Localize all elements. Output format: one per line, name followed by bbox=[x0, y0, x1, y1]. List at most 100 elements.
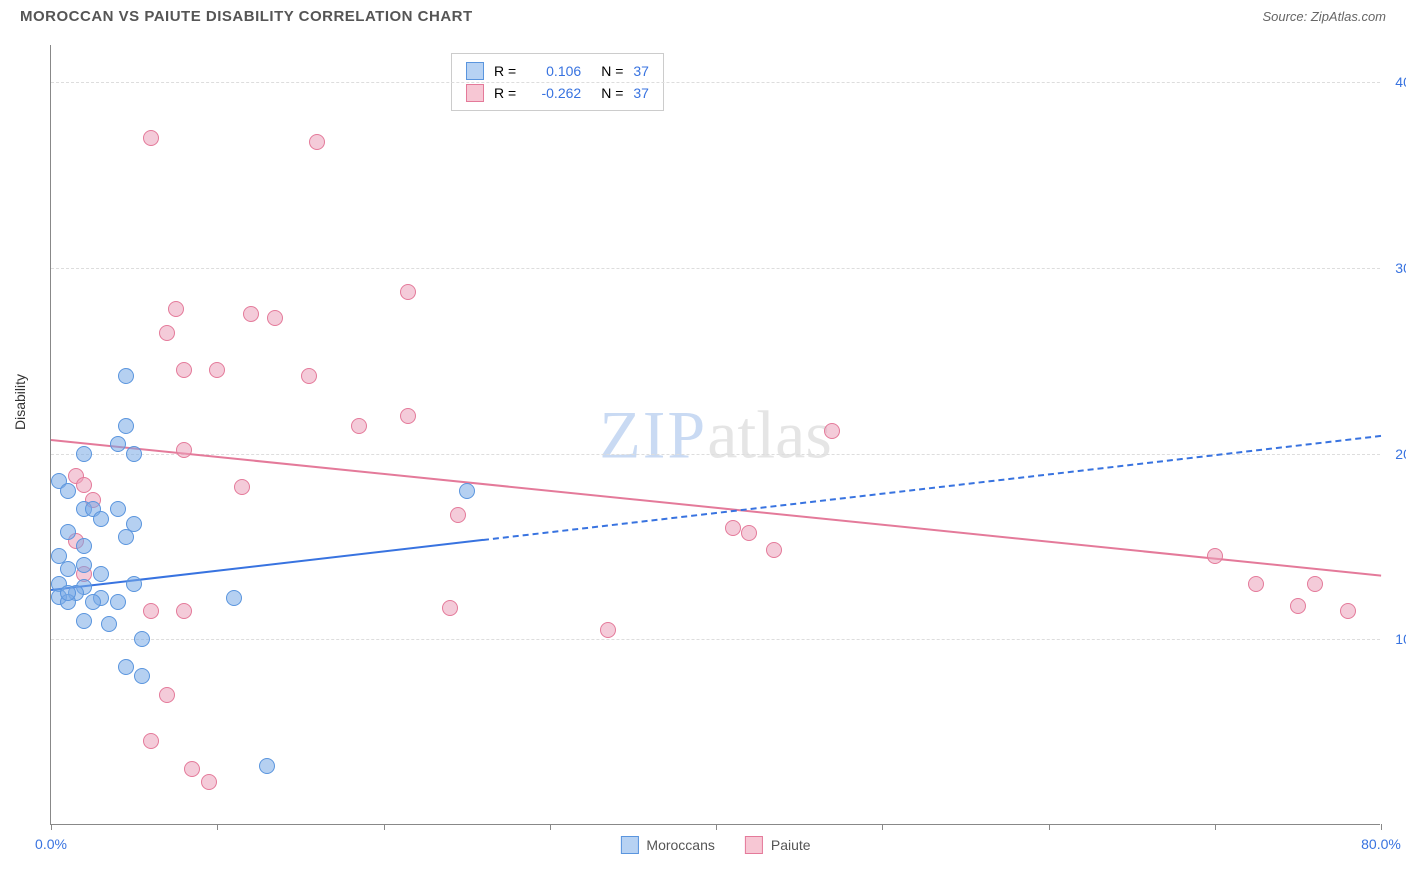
moroccans-point bbox=[134, 631, 150, 647]
moroccans-point bbox=[110, 501, 126, 517]
paiute-point bbox=[1207, 548, 1223, 564]
swatch-icon bbox=[466, 62, 484, 80]
moroccans-point bbox=[76, 446, 92, 462]
paiute-point bbox=[351, 418, 367, 434]
paiute-point bbox=[267, 310, 283, 326]
swatch-icon bbox=[466, 84, 484, 102]
x-tick bbox=[550, 824, 551, 830]
paiute-point bbox=[143, 603, 159, 619]
paiute-point bbox=[143, 733, 159, 749]
n-label: N = bbox=[601, 60, 623, 82]
moroccans-point bbox=[259, 758, 275, 774]
legend-label: Moroccans bbox=[646, 837, 714, 853]
series-legend: Moroccans Paiute bbox=[620, 836, 810, 854]
moroccans-point bbox=[85, 594, 101, 610]
moroccans-point bbox=[60, 524, 76, 540]
r-value: -0.262 bbox=[526, 82, 581, 104]
paiute-point bbox=[143, 130, 159, 146]
n-label: N = bbox=[601, 82, 623, 104]
x-tick bbox=[882, 824, 883, 830]
moroccans-point bbox=[459, 483, 475, 499]
x-tick bbox=[1049, 824, 1050, 830]
x-tick bbox=[1215, 824, 1216, 830]
moroccans-point bbox=[118, 659, 134, 675]
y-tick-label: 40.0% bbox=[1395, 74, 1406, 90]
moroccans-point bbox=[93, 511, 109, 527]
source-label: Source: ZipAtlas.com bbox=[1262, 9, 1386, 24]
r-label: R = bbox=[494, 82, 516, 104]
paiute-point bbox=[201, 774, 217, 790]
paiute-point bbox=[159, 325, 175, 341]
n-value: 37 bbox=[633, 82, 649, 104]
paiute-point bbox=[1248, 576, 1264, 592]
stats-legend-row: R = -0.262 N = 37 bbox=[466, 82, 649, 104]
moroccans-point bbox=[126, 446, 142, 462]
paiute-point bbox=[741, 525, 757, 541]
legend-label: Paiute bbox=[771, 837, 811, 853]
x-tick bbox=[716, 824, 717, 830]
stats-legend-row: R = 0.106 N = 37 bbox=[466, 60, 649, 82]
moroccans-point bbox=[101, 616, 117, 632]
moroccans-point bbox=[76, 613, 92, 629]
x-tick-label: 0.0% bbox=[35, 836, 67, 852]
watermark-atlas: atlas bbox=[707, 396, 832, 472]
moroccans-point bbox=[60, 585, 76, 601]
paiute-point bbox=[301, 368, 317, 384]
moroccans-point bbox=[76, 538, 92, 554]
gridline bbox=[51, 268, 1380, 269]
r-value: 0.106 bbox=[526, 60, 581, 82]
paiute-point bbox=[176, 442, 192, 458]
moroccans-point bbox=[134, 668, 150, 684]
paiute-point bbox=[450, 507, 466, 523]
gridline bbox=[51, 639, 1380, 640]
moroccans-point bbox=[110, 436, 126, 452]
x-tick bbox=[51, 824, 52, 830]
paiute-point bbox=[76, 477, 92, 493]
paiute-point bbox=[442, 600, 458, 616]
paiute-point bbox=[400, 408, 416, 424]
y-tick-label: 20.0% bbox=[1395, 446, 1406, 462]
moroccans-point bbox=[60, 561, 76, 577]
legend-item: Moroccans bbox=[620, 836, 714, 854]
x-tick bbox=[384, 824, 385, 830]
paiute-point bbox=[600, 622, 616, 638]
paiute-point bbox=[725, 520, 741, 536]
gridline bbox=[51, 82, 1380, 83]
paiute-point bbox=[400, 284, 416, 300]
moroccans-point bbox=[226, 590, 242, 606]
paiute-point bbox=[159, 687, 175, 703]
legend-item: Paiute bbox=[745, 836, 811, 854]
paiute-point bbox=[184, 761, 200, 777]
paiute-point bbox=[1340, 603, 1356, 619]
y-tick-label: 10.0% bbox=[1395, 631, 1406, 647]
chart-title: MOROCCAN VS PAIUTE DISABILITY CORRELATIO… bbox=[20, 8, 473, 25]
chart-plot-area: ZIPatlas R = 0.106 N = 37 R = -0.262 N =… bbox=[50, 45, 1380, 825]
x-tick bbox=[217, 824, 218, 830]
paiute-point bbox=[243, 306, 259, 322]
swatch-icon bbox=[745, 836, 763, 854]
moroccans-point bbox=[126, 576, 142, 592]
watermark-zip: ZIP bbox=[599, 396, 707, 472]
paiute-point bbox=[824, 423, 840, 439]
moroccans-trend-dashed bbox=[483, 435, 1381, 541]
paiute-point bbox=[176, 603, 192, 619]
paiute-point bbox=[234, 479, 250, 495]
y-tick-label: 30.0% bbox=[1395, 260, 1406, 276]
moroccans-point bbox=[110, 594, 126, 610]
paiute-point bbox=[209, 362, 225, 378]
watermark: ZIPatlas bbox=[599, 395, 832, 474]
paiute-point bbox=[1307, 576, 1323, 592]
n-value: 37 bbox=[633, 60, 649, 82]
y-axis-label: Disability bbox=[12, 374, 28, 430]
x-tick bbox=[1381, 824, 1382, 830]
moroccans-point bbox=[60, 483, 76, 499]
paiute-point bbox=[309, 134, 325, 150]
paiute-point bbox=[766, 542, 782, 558]
moroccans-point bbox=[118, 529, 134, 545]
paiute-point bbox=[168, 301, 184, 317]
paiute-point bbox=[1290, 598, 1306, 614]
moroccans-point bbox=[118, 418, 134, 434]
swatch-icon bbox=[620, 836, 638, 854]
moroccans-point bbox=[118, 368, 134, 384]
x-tick-label: 80.0% bbox=[1361, 836, 1401, 852]
